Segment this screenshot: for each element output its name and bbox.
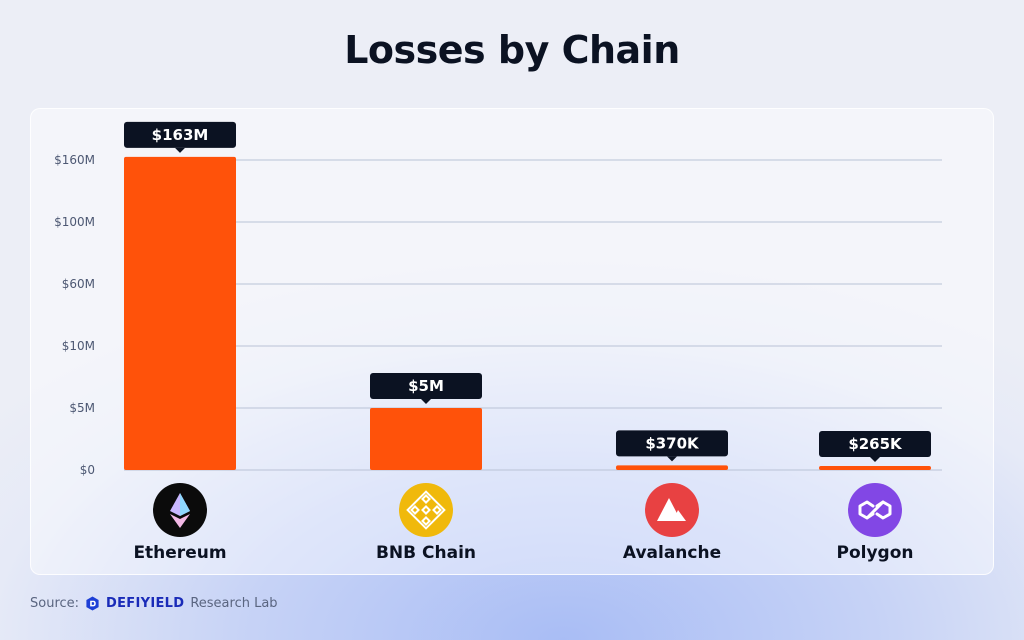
polygon-icon-glyph [858, 500, 892, 520]
y-tick-label: $160M [54, 153, 95, 167]
chart-title: Losses by Chain [344, 28, 680, 72]
x-category-label: Ethereum [133, 543, 226, 563]
data-label: $370K [645, 434, 700, 452]
bar-avalanche [616, 465, 728, 470]
ethereum-icon-glyph [170, 493, 190, 528]
x-category-label: Avalanche [623, 543, 721, 563]
bar-polygon [819, 466, 931, 470]
y-tick-label: $0 [80, 463, 95, 477]
bar-chart: $0 $5M $10M $60M $100M $160M $163M Ethereum $5M B… [54, 121, 942, 563]
data-label: $163M [152, 126, 209, 144]
defiyield-logo-icon [86, 596, 99, 611]
bar-ethereum [124, 156, 236, 470]
data-label-box [819, 431, 931, 457]
x-category-label: BNB Chain [376, 543, 476, 563]
data-label-box [124, 121, 236, 148]
avalanche-icon-glyph [657, 498, 686, 521]
data-label-pointer [421, 399, 431, 404]
y-tick-label: $100M [54, 215, 95, 229]
y-tick-label: $10M [62, 339, 95, 353]
source-line: Source: DEFIYIELD Research Lab [30, 596, 278, 611]
source-brand: DEFIYIELD [106, 596, 185, 611]
y-tick-label: $60M [62, 277, 95, 291]
data-label-box [370, 373, 482, 399]
data-label-pointer [667, 456, 677, 462]
bar-bnb-chain [370, 408, 482, 470]
data-label-pointer [870, 457, 880, 462]
x-category-label: Polygon [837, 543, 914, 563]
bnb-icon [399, 483, 453, 537]
source-prefix: Source: [30, 596, 80, 611]
chart-panel: $0 $5M $10M $60M $100M $160M $163M Ethereum $5M B… [30, 108, 994, 575]
source-suffix: Research Lab [190, 596, 278, 611]
data-label-box [616, 430, 728, 457]
data-label: $5M [408, 377, 444, 395]
bnb-icon-glyph [406, 490, 446, 530]
y-tick-label: $5M [69, 401, 95, 415]
data-label: $265K [848, 435, 903, 453]
data-label-pointer [175, 147, 185, 153]
